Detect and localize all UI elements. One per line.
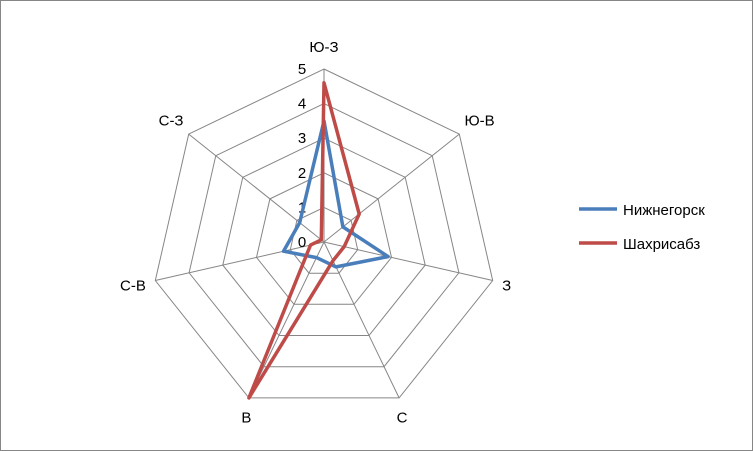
category-label-6: С-З [159,112,184,129]
grid [154,68,494,399]
category-label-1: Ю-В [465,112,495,129]
series [247,81,390,400]
category-label-3: С [397,410,408,427]
tick-label-5: 5 [298,61,306,78]
grid-ring-2 [255,172,393,305]
axis-spoke-6 [188,133,325,243]
grid-ring-4 [188,103,460,368]
tick-label-0: 0 [298,234,306,251]
tick-label-2: 2 [298,165,306,182]
axis-spoke-4 [248,241,325,399]
axis-spoke-2 [323,241,493,281]
axis-spoke-1 [323,133,460,243]
legend-label-1: Шахрисабз [623,236,700,253]
axis-spoke-5 [155,241,325,281]
tick-label-4: 4 [298,96,306,113]
grid-ring-3 [222,137,426,336]
category-label-4: В [241,410,251,427]
category-label-5: С-В [120,277,146,294]
tick-label-3: 3 [298,130,306,147]
category-label-2: З [502,277,511,294]
legend-label-0: Нижнегорск [623,202,705,219]
category-labels: Ю-З Ю-В З С В С-В С-З [120,39,511,427]
legend: Нижнегорск Шахрисабз [579,202,705,253]
category-label-0: Ю-З [309,39,338,56]
series-line-1 [247,81,361,400]
grid-ring-5 [154,68,494,399]
